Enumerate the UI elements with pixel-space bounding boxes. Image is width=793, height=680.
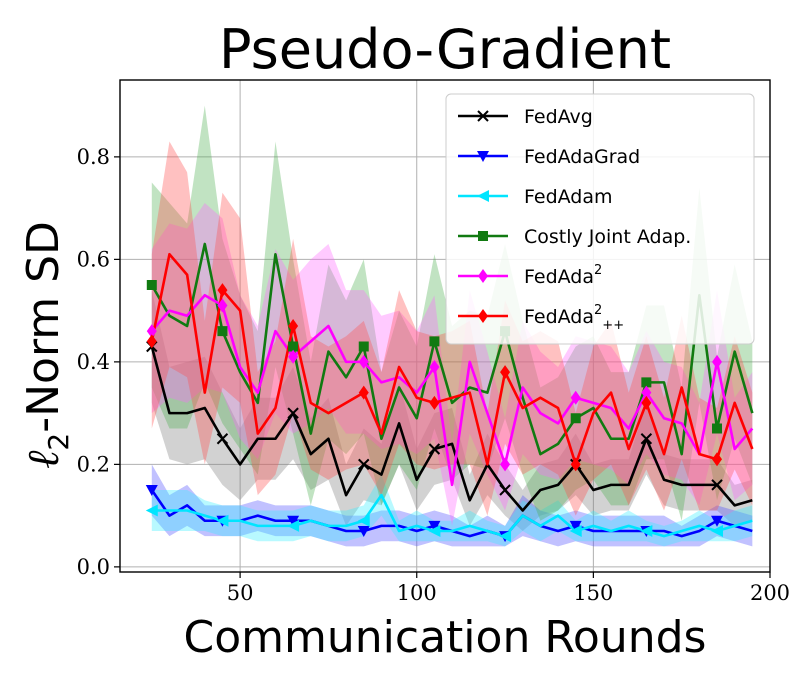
data-point-4 [358, 354, 369, 369]
legend-label: FedAda2++ [524, 303, 624, 333]
y-axis-label-symbol: ℓ [18, 450, 69, 469]
data-point-5 [570, 457, 581, 472]
data-point-2 [569, 525, 582, 537]
y-tick-label: 0.6 [77, 247, 110, 271]
x-tick-label: 100 [397, 581, 437, 605]
legend-marker [478, 309, 488, 323]
y-axis-label-subscript: 2 [42, 433, 75, 451]
data-point-3 [217, 326, 228, 337]
legend-label: FedAdaGrad [524, 146, 640, 168]
data-point-2 [640, 525, 653, 537]
data-point-2 [711, 525, 724, 537]
data-point-2 [428, 525, 441, 537]
legend-marker [477, 190, 489, 202]
legend-marker [478, 231, 488, 241]
data-point-4 [500, 457, 511, 472]
data-point-2 [145, 504, 158, 517]
data-point-1 [711, 515, 724, 527]
data-point-0 [499, 484, 511, 496]
data-point-4 [146, 324, 157, 339]
data-point-1 [428, 520, 441, 532]
data-point-5 [641, 395, 652, 410]
data-point-3 [358, 341, 369, 352]
y-tick-label: 0.0 [77, 555, 110, 579]
data-point-5 [288, 319, 299, 333]
series-markers [145, 280, 724, 543]
legend-label: Costly Joint Adap. [524, 226, 691, 248]
data-point-4 [712, 354, 723, 369]
data-point-2 [216, 514, 229, 527]
axis-ticks: 50 100 150 200 0.0 0.2 0.4 0.6 0.8 [77, 145, 790, 605]
data-point-5 [358, 385, 369, 400]
data-point-0 [428, 443, 441, 455]
data-point-1 [287, 515, 300, 527]
series-line-0 [150, 346, 753, 512]
legend: FedAvg FedAdaGrad FedAdam Costly Joint Adap… [445, 93, 755, 345]
data-point-4 [217, 298, 228, 313]
data-point-3 [146, 280, 157, 290]
data-point-1 [569, 520, 582, 532]
x-axis-label: Communication Rounds [184, 612, 707, 663]
plot-frame [119, 79, 771, 573]
data-point-5 [217, 283, 228, 298]
data-point-5 [712, 452, 723, 467]
confidence-band-1 [151, 464, 753, 547]
data-point-5 [429, 395, 440, 410]
data-point-5 [146, 334, 157, 349]
data-point-0 [711, 479, 723, 491]
data-point-0 [287, 407, 299, 419]
x-tick-label: 150 [573, 581, 613, 605]
data-point-5 [500, 365, 511, 380]
data-point-4 [641, 385, 652, 400]
data-point-3 [570, 413, 581, 424]
data-point-4 [570, 390, 581, 405]
confidence-band-3 [151, 105, 753, 521]
data-point-2 [287, 519, 300, 532]
x-tick-label: 200 [750, 581, 790, 605]
y-tick-label: 0.2 [77, 452, 110, 476]
data-point-1 [357, 526, 370, 537]
series-line-5 [150, 252, 754, 466]
data-point-2 [357, 514, 370, 527]
data-point-3 [712, 423, 723, 434]
legend-marker [477, 151, 489, 162]
data-point-0 [358, 458, 370, 471]
confidence-band-4 [151, 203, 753, 526]
legend-frame [445, 93, 755, 345]
data-point-1 [145, 485, 158, 496]
confidence-band-0 [151, 290, 753, 531]
data-point-3 [429, 336, 440, 347]
y-tick-label: 0.4 [77, 350, 110, 374]
data-point-0 [216, 433, 229, 445]
data-point-2 [499, 530, 512, 543]
legend-label: FedAvg [524, 106, 593, 128]
data-point-4 [288, 349, 299, 364]
legend-label: FedAda2 [524, 263, 602, 288]
legend-marker [478, 269, 488, 283]
data-point-0 [640, 433, 653, 445]
x-tick-label: 50 [227, 581, 254, 605]
y-axis-label-text: -Norm SD [18, 221, 69, 433]
data-point-3 [288, 341, 299, 352]
legend-marker [477, 110, 489, 122]
legend-label: FedAdam [524, 186, 613, 208]
data-point-4 [429, 360, 440, 374]
data-point-3 [641, 377, 652, 388]
chart-title: Pseudo-Gradient [219, 18, 671, 81]
y-axis-label: ℓ2-Norm SD [18, 221, 75, 469]
y-tick-label: 0.8 [77, 145, 110, 169]
